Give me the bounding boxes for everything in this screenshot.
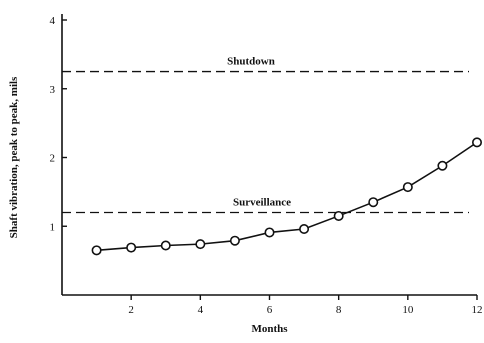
data-point	[229, 235, 240, 246]
data-point	[368, 197, 379, 208]
data-point	[333, 210, 344, 221]
data-point	[195, 239, 206, 250]
y-tick-label: 3	[50, 84, 56, 96]
data-point	[299, 224, 310, 235]
y-tick-label: 1	[50, 221, 56, 233]
reference-lines: Shutdown Surveillance	[62, 56, 469, 214]
x-tick-label: 4	[198, 304, 204, 316]
data-point	[471, 137, 482, 148]
data-point	[160, 240, 171, 251]
series-group	[91, 137, 482, 256]
y-tick-label: 2	[50, 153, 56, 165]
data-point	[126, 242, 137, 253]
x-tick-label: 12	[472, 304, 483, 316]
x-tick-label: 10	[402, 304, 414, 316]
y-axis-title: Shaft vibration, peak to peak, mils	[8, 76, 20, 238]
x-tick-label: 6	[267, 304, 273, 316]
data-point	[91, 245, 102, 256]
reference-label: Shutdown	[227, 56, 275, 68]
x-axis-title: Months	[251, 323, 288, 335]
reference-label: Surveillance	[233, 197, 291, 209]
data-point	[437, 160, 448, 171]
x-tick-label: 2	[128, 304, 134, 316]
data-point	[402, 182, 413, 193]
x-tick-label: 8	[336, 304, 342, 316]
data-point	[264, 227, 275, 238]
series-line	[96, 141, 478, 252]
y-tick-label: 4	[50, 15, 56, 27]
